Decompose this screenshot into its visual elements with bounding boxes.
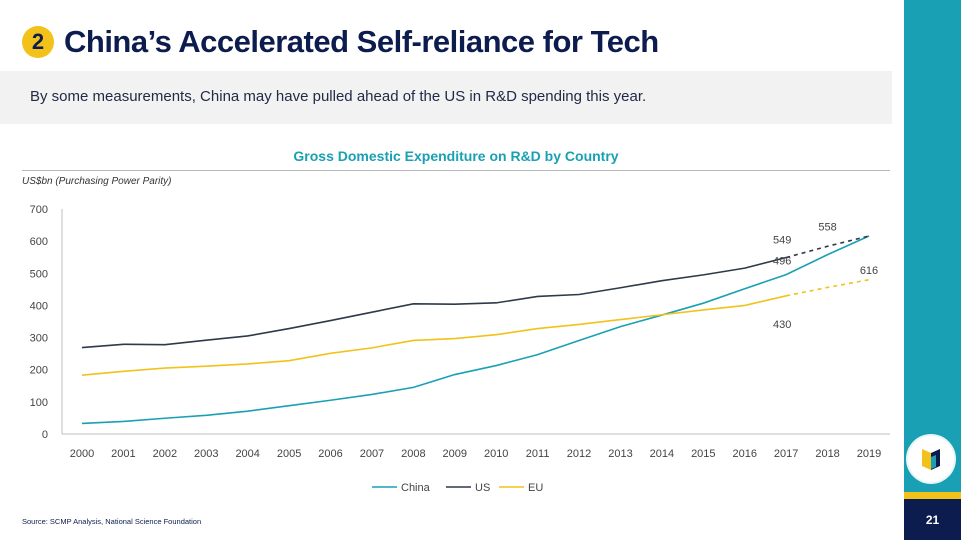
x-tick-label: 2004	[235, 448, 259, 460]
data-label: 430	[773, 319, 791, 331]
x-tick-label: 2014	[650, 448, 674, 460]
x-tick-label: 2012	[567, 448, 591, 460]
y-tick-label: 200	[30, 365, 48, 377]
title-row: 2 China’s Accelerated Self-reliance for …	[22, 20, 659, 64]
logo-icon	[922, 449, 940, 470]
y-tick-label: 600	[30, 236, 48, 248]
section-number-badge: 2	[22, 26, 54, 58]
x-tick-label: 2008	[401, 448, 425, 460]
slide-subtitle: By some measurements, China may have pul…	[30, 88, 647, 105]
series-projection-us	[785, 235, 870, 259]
x-tick-label: 2007	[360, 448, 384, 460]
slide-title: China’s Accelerated Self-reliance for Te…	[64, 24, 659, 59]
x-tick-label: 2009	[443, 448, 467, 460]
page-number: 21	[925, 512, 940, 527]
x-tick-label: 2003	[194, 448, 218, 460]
x-tick-label: 2006	[318, 448, 342, 460]
legend-label: EU	[528, 482, 543, 494]
legend-label: US	[475, 482, 490, 494]
y-axis-unit-label: US$bn (Purchasing Power Parity)	[22, 176, 172, 187]
x-tick-label: 2016	[732, 448, 756, 460]
x-tick-label: 2010	[484, 448, 508, 460]
y-tick-label: 500	[30, 268, 48, 280]
data-label: 558	[818, 222, 836, 234]
x-tick-label: 2001	[111, 448, 135, 460]
x-tick-label: 2011	[526, 448, 550, 460]
y-tick-label: 100	[30, 397, 48, 409]
y-tick-label: 0	[42, 429, 48, 441]
y-tick-label: 300	[30, 333, 48, 345]
series-line-us	[81, 256, 787, 349]
y-tick-label: 700	[30, 204, 48, 216]
x-tick-label: 2002	[153, 448, 177, 460]
x-tick-label: 2015	[691, 448, 715, 460]
series-projection-eu	[785, 278, 870, 297]
x-tick-label: 2017	[774, 448, 798, 460]
x-tick-label: 2005	[277, 448, 301, 460]
page-number-box: 21	[904, 499, 961, 540]
subtitle-box	[0, 71, 892, 124]
company-logo	[908, 436, 954, 482]
legend-label: China	[401, 482, 431, 494]
chart-title: Gross Domestic Expenditure on R&D by Cou…	[293, 148, 619, 164]
x-tick-label: 2013	[608, 448, 632, 460]
side-yellow-strip	[904, 492, 961, 499]
chart-title-rule	[22, 170, 890, 171]
data-label: 616	[860, 265, 878, 277]
x-tick-label: 2000	[70, 448, 94, 460]
series-line-eu	[81, 295, 787, 376]
data-label: 549	[773, 235, 791, 247]
data-label: 496	[773, 256, 791, 268]
x-tick-label: 2019	[857, 448, 881, 460]
y-tick-label: 400	[30, 300, 48, 312]
series-line-china	[81, 235, 870, 425]
x-tick-label: 2018	[815, 448, 839, 460]
source-note: Source: SCMP Analysis, National Science …	[22, 517, 202, 526]
